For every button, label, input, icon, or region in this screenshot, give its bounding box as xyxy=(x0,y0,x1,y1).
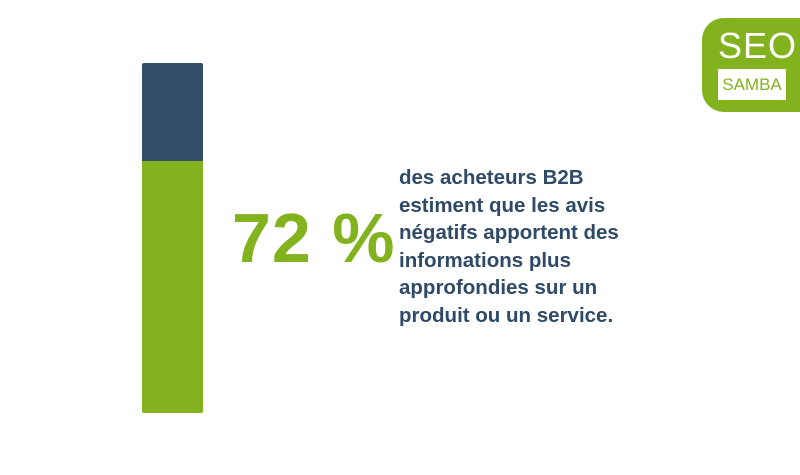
seo-samba-logo: SEO SAMBA xyxy=(702,18,800,112)
caption-line: informations plus xyxy=(399,248,571,272)
caption-line: des acheteurs B2B xyxy=(399,166,584,189)
caption-text: des acheteurs B2B estiment que les avis … xyxy=(399,164,649,329)
caption-line: négatifs apportent des xyxy=(399,221,619,244)
caption-line: approfondies sur un xyxy=(399,276,598,299)
caption-line: produit ou un service. xyxy=(399,303,614,327)
logo-samba-text: SAMBA xyxy=(718,69,786,100)
logo-seo-text: SEO xyxy=(718,25,798,66)
progress-bar xyxy=(142,63,203,413)
percentage-value: 72 % xyxy=(232,199,396,277)
bar-remainder-segment xyxy=(142,63,203,161)
bar-fill-segment xyxy=(142,161,203,413)
caption-line: estiment que les avis xyxy=(399,193,606,217)
